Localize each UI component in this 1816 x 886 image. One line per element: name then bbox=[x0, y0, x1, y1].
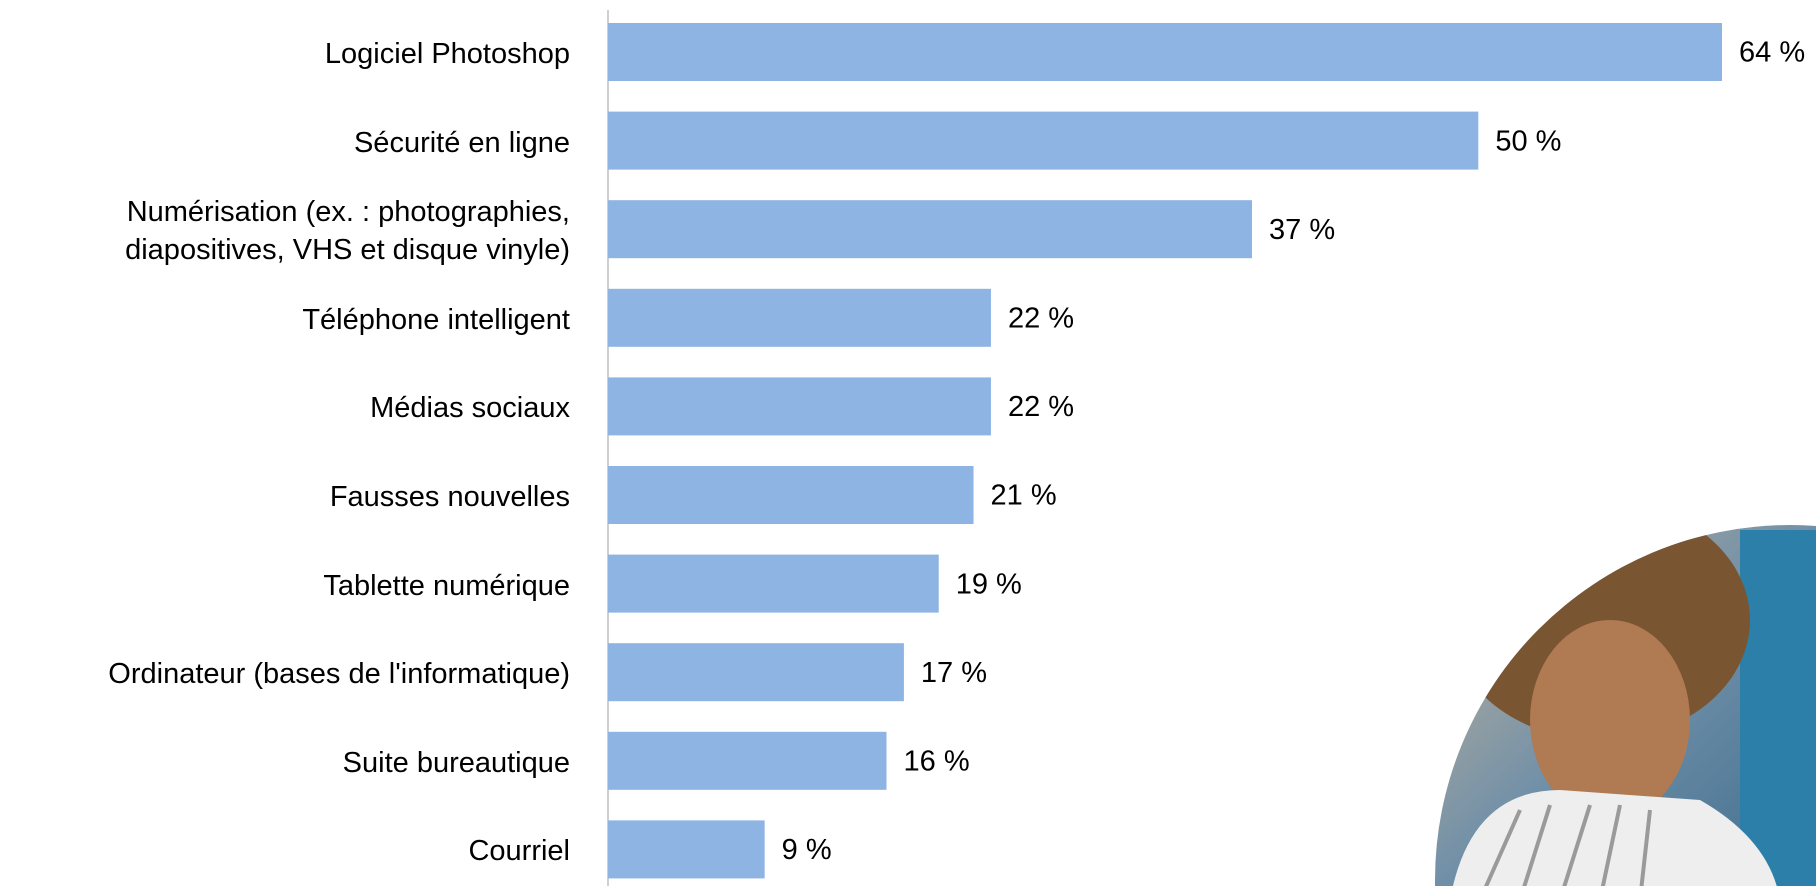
category-label: Médias sociaux bbox=[370, 392, 570, 425]
bar bbox=[608, 377, 991, 436]
value-label: 22 % bbox=[1008, 302, 1074, 334]
bar bbox=[608, 643, 904, 702]
photo bbox=[1435, 525, 1816, 886]
category-label: Ordinateur (bases de l'informatique) bbox=[108, 658, 570, 691]
category-label: Téléphone intelligent bbox=[302, 303, 570, 336]
category-label: Sécurité en ligne bbox=[353, 126, 570, 159]
value-label: 9 % bbox=[782, 834, 832, 866]
category-label: Tablette numérique bbox=[323, 569, 570, 602]
bar bbox=[608, 466, 974, 524]
value-label: 50 % bbox=[1495, 125, 1561, 157]
category-label: Numérisation (ex. : photographies, diapo… bbox=[125, 196, 570, 267]
category-label: Courriel bbox=[468, 835, 570, 868]
value-label: 37 % bbox=[1269, 214, 1335, 246]
category-label: Suite bureautique bbox=[342, 746, 570, 779]
value-label: 21 % bbox=[991, 480, 1057, 512]
category-label: Logiciel Photoshop bbox=[324, 38, 570, 70]
bar bbox=[608, 731, 887, 790]
bar bbox=[608, 554, 939, 613]
value-label: 64 % bbox=[1739, 37, 1805, 69]
value-label: 16 % bbox=[904, 745, 970, 777]
bar bbox=[608, 200, 1253, 259]
bar bbox=[608, 820, 765, 879]
value-label: 17 % bbox=[921, 657, 987, 689]
bar bbox=[608, 23, 1722, 81]
value-label: 22 % bbox=[1008, 391, 1074, 423]
bar bbox=[608, 288, 991, 347]
bar bbox=[608, 111, 1479, 170]
value-label: 19 % bbox=[956, 568, 1022, 600]
category-label: Fausses nouvelles bbox=[329, 481, 570, 513]
